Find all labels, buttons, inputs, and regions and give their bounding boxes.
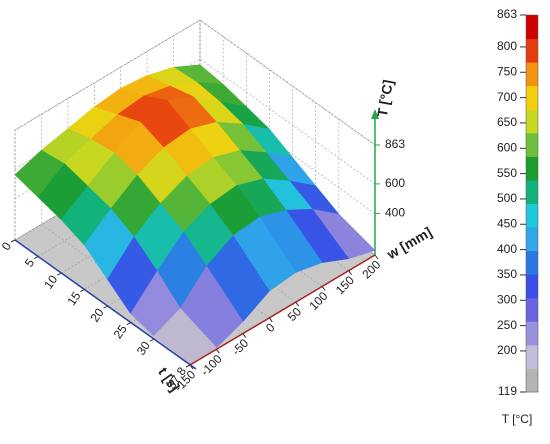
colorbar-tick-label: 200: [497, 343, 517, 357]
grid-line: [153, 119, 340, 340]
colorbar-tick-label: 863: [497, 7, 517, 21]
colorbar-tick-label: 650: [497, 115, 517, 129]
grid-line: [107, 86, 293, 307]
colorbar-tick-label: 400: [497, 242, 517, 256]
colorbar-band: [526, 321, 538, 346]
surface: [14, 64, 376, 366]
colorbar-tick-label: 119: [498, 384, 517, 398]
y-tick: [242, 333, 247, 338]
colorbar-band: [526, 250, 538, 275]
colorbar-band: [526, 85, 538, 110]
colorbar-tick-label: 500: [497, 191, 517, 205]
colorbar-tick-label: 450: [497, 216, 517, 230]
x-tick: [126, 322, 131, 326]
colorbar-tick-label: 350: [497, 267, 517, 281]
colorbar-frame: [525, 14, 539, 393]
colorbar-tick-label: 550: [497, 166, 517, 180]
colorbar-band: [526, 274, 538, 299]
x-tick: [10, 239, 16, 243]
z-tick-label: 863: [385, 137, 405, 151]
y-tick: [321, 286, 326, 291]
colorbar-tick-label: 750: [497, 64, 517, 78]
grid-line: [130, 102, 317, 323]
x-tick: [80, 289, 85, 293]
colorbar-band: [526, 179, 538, 204]
y-tick: [348, 270, 352, 276]
grid-line: [14, 130, 191, 366]
x-tick: [33, 256, 39, 259]
colorbar-band: [526, 62, 538, 87]
colorbar-band: [526, 297, 538, 322]
z-axis-arrow: [371, 109, 379, 119]
w-axis: [189, 254, 376, 366]
grid-line: [61, 53, 247, 274]
colorbar-tick-label: 700: [497, 90, 517, 104]
colorbar-band: [526, 38, 538, 63]
colorbar-tick-label: 800: [497, 39, 517, 53]
colorbar-band: [526, 132, 538, 157]
t-axis: [14, 239, 197, 370]
x-tick: [103, 305, 108, 309]
grid-line: [199, 20, 376, 256]
z-tick-label: 600: [385, 176, 405, 190]
colorbar-band: [526, 109, 538, 134]
y-tick: [295, 301, 300, 307]
colorbar-label: T [°C]: [502, 412, 533, 426]
x-tick: [149, 338, 155, 342]
colorbar-band: [526, 15, 538, 40]
colorbar-band: [526, 227, 538, 252]
grid-line: [84, 69, 270, 290]
y-tick: [268, 317, 273, 323]
z-tick-label: 400: [385, 206, 405, 220]
y-tick: [374, 254, 379, 260]
x-tick: [57, 272, 62, 276]
x-tick: [185, 364, 191, 368]
y-tick: [216, 348, 220, 354]
y-tick-label: 0: [263, 320, 278, 335]
colorbar-tick-label: 300: [497, 292, 517, 306]
colorbar-band: [526, 156, 538, 181]
colorbar-band: [526, 368, 538, 393]
y-axis-title: w [mm]: [383, 224, 434, 263]
colorbar-tick-label: 600: [497, 140, 517, 154]
colorbar-band: [526, 344, 538, 369]
y-tick: [189, 364, 194, 370]
colorbar-band: [526, 203, 538, 228]
z-axis-title: T [°C]: [374, 78, 396, 118]
grid-line: [37, 36, 224, 257]
colorbar-tick-label: 250: [497, 318, 517, 332]
